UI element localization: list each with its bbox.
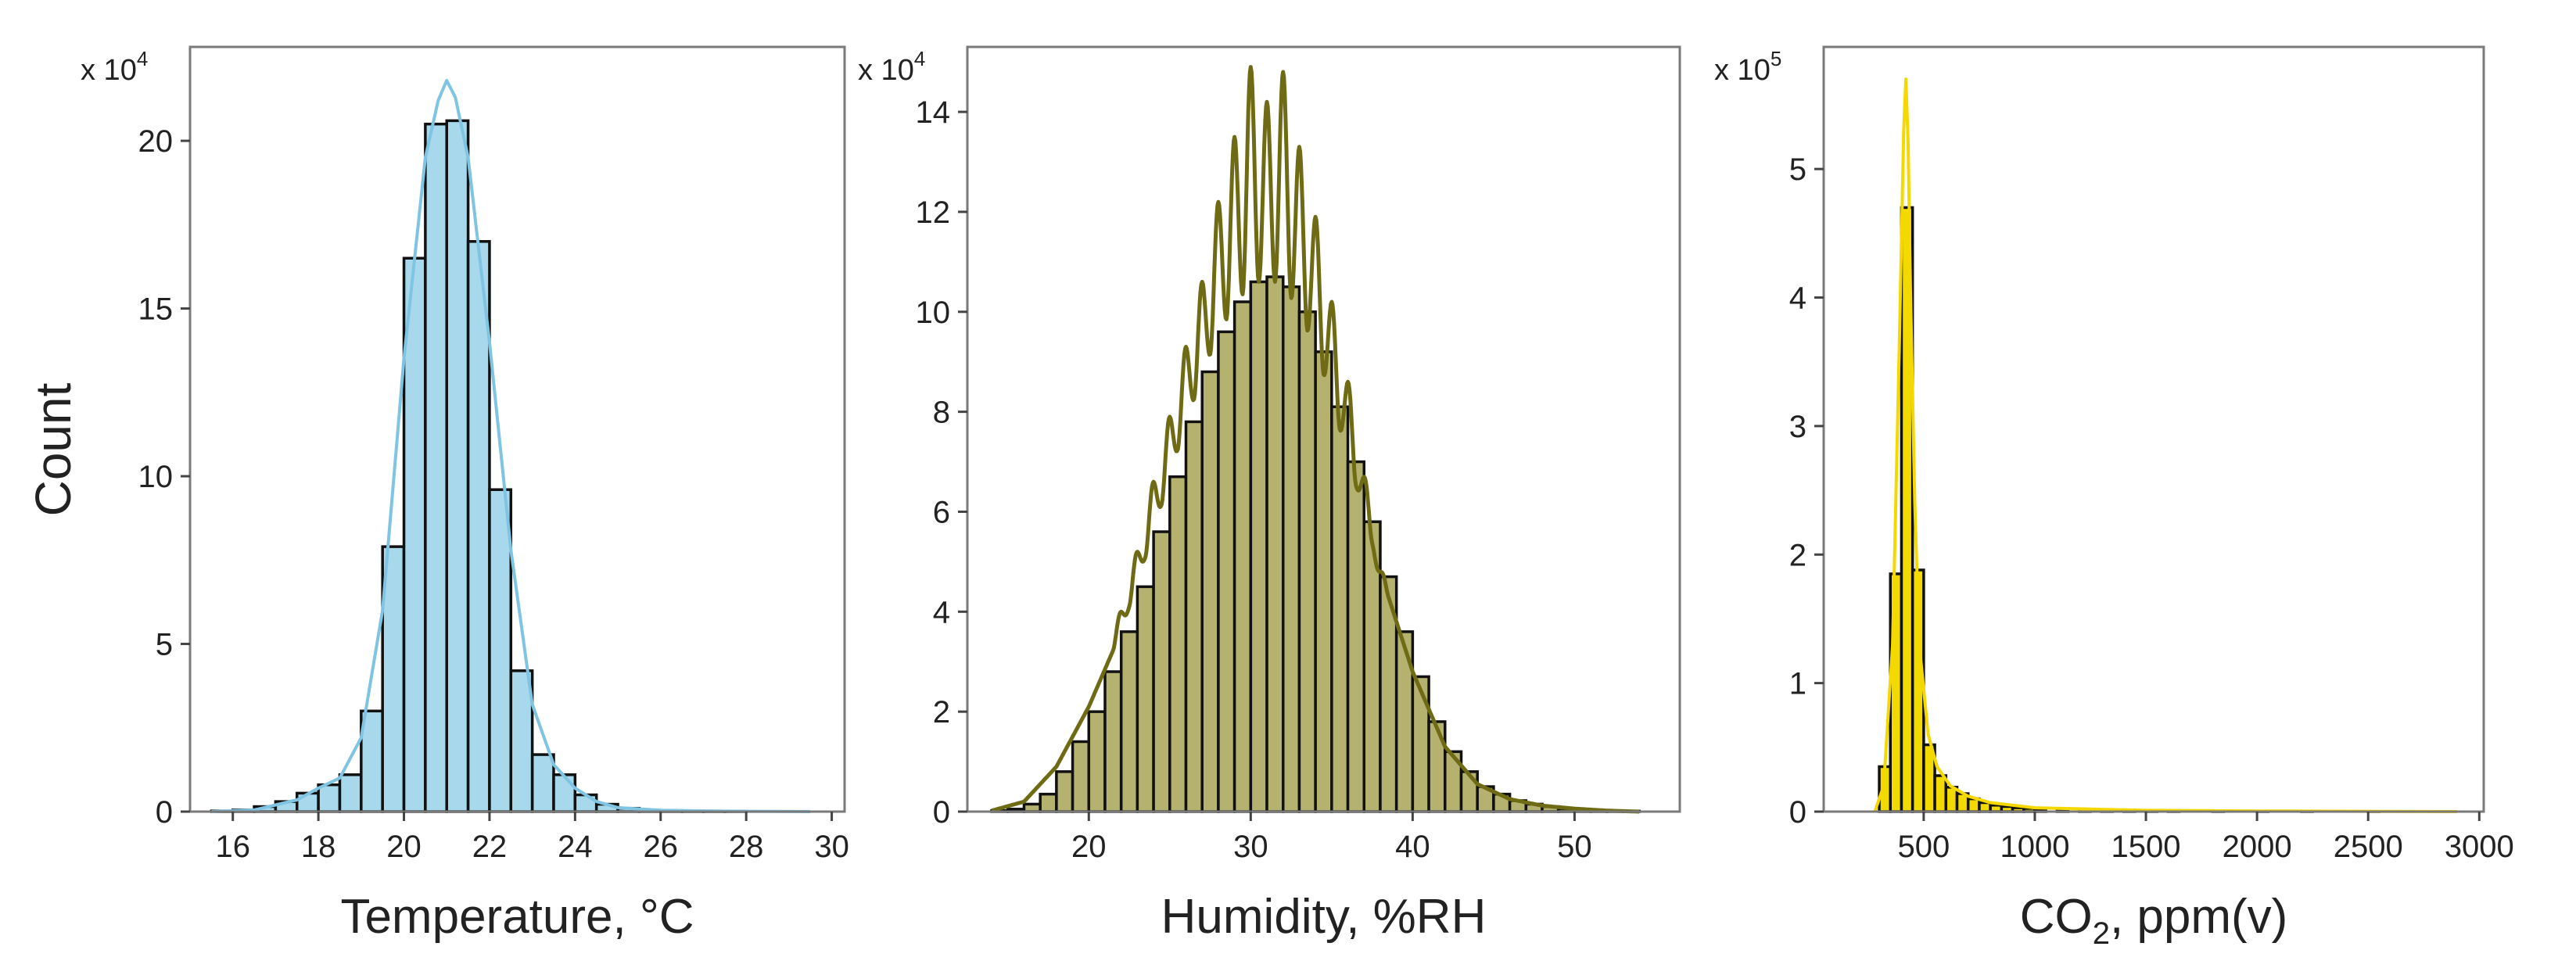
temperature-kde-line xyxy=(211,78,811,813)
co2-bar xyxy=(1978,801,1992,813)
humidity-axes-frame xyxy=(966,45,1681,813)
temperature-x-tick-label: 28 xyxy=(729,830,764,864)
co2-y-tick-label: 2 xyxy=(1789,538,1806,572)
humidity-bar xyxy=(1200,370,1220,813)
humidity-bar xyxy=(1314,350,1333,813)
temperature-bar xyxy=(360,709,384,813)
co2-x-tick-label: 1500 xyxy=(2111,830,2181,864)
co2-x-tick-label: 500 xyxy=(1898,830,1950,864)
humidity-x-tick-label: 30 xyxy=(1233,830,1268,864)
temperature-bar xyxy=(552,773,577,813)
humidity-y-tick-label: 10 xyxy=(916,296,951,330)
temperature-y-tick-label: 20 xyxy=(138,124,174,159)
temperature-bar xyxy=(445,119,470,813)
humidity-bar xyxy=(1265,275,1285,813)
temperature-bar xyxy=(424,122,448,813)
humidity-y-tick-label: 12 xyxy=(916,195,951,230)
humidity-bar xyxy=(1168,475,1188,813)
co2-x-axis-label: CO2, ppm(v) xyxy=(2020,890,2288,951)
humidity-bar xyxy=(1346,460,1366,813)
temperature-x-tick-label: 22 xyxy=(472,830,508,864)
temperature-y-tick-label: 10 xyxy=(138,460,174,494)
humidity-bar xyxy=(1427,720,1447,813)
humidity-bar xyxy=(1039,792,1058,813)
co2-bar xyxy=(1944,786,1959,813)
temperature-y-multiplier: x 104 xyxy=(81,47,148,87)
humidity-y-tick-label: 4 xyxy=(933,595,950,629)
humidity-bar xyxy=(1232,300,1253,813)
co2-bar xyxy=(1933,774,1948,813)
humidity-bar xyxy=(1152,530,1171,813)
co2-x-tick-label: 3000 xyxy=(2445,830,2514,864)
co2-kde-line xyxy=(1873,77,2457,813)
temperature-x-tick-label: 16 xyxy=(215,830,250,864)
temperature-y-tick-label: 15 xyxy=(138,292,174,327)
temperature-histogram-panel: 16 18 20 22 24 26 28 30 0 5 10 15 20 x 104 Temperature… xyxy=(81,45,849,944)
temperature-x-axis-label: Temperature, °C xyxy=(340,890,694,944)
humidity-bar xyxy=(1071,740,1091,813)
humidity-x-tick-label: 50 xyxy=(1557,830,1592,864)
humidity-bar xyxy=(1136,585,1155,813)
humidity-bar xyxy=(1087,710,1107,813)
temperature-bar xyxy=(488,488,513,813)
co2-x-tick-label: 2000 xyxy=(2223,830,2292,864)
temperature-y-tick-label: 5 xyxy=(156,628,173,662)
humidity-bar xyxy=(1281,285,1301,813)
humidity-y-tick-label: 0 xyxy=(933,795,950,830)
humidity-y-tick-label: 6 xyxy=(933,495,950,529)
humidity-bar xyxy=(1103,670,1123,813)
temperature-bar xyxy=(338,773,363,813)
temperature-bar xyxy=(317,783,342,813)
humidity-bar xyxy=(1297,310,1317,813)
humidity-y-multiplier: x 104 xyxy=(858,47,925,87)
temperature-axes-frame xyxy=(188,45,846,813)
co2-histogram-panel: 500 1000 1500 2000 2500 3000 0 1 2 3 4 5 x 105 CO2, p… xyxy=(1714,45,2514,951)
co2-axes-frame xyxy=(1822,45,2485,813)
temperature-x-tick-label: 30 xyxy=(814,830,849,864)
humidity-bar xyxy=(1330,405,1350,813)
co2-y-multiplier: x 105 xyxy=(1714,47,1781,87)
shared-y-axis-label: Count xyxy=(25,382,81,516)
humidity-bar xyxy=(1249,280,1268,813)
co2-y-tick-label: 3 xyxy=(1789,410,1806,444)
temperature-y-tick-label: 0 xyxy=(156,795,173,830)
co2-x-tick-label: 1000 xyxy=(2000,830,2069,864)
humidity-y-tick-label: 2 xyxy=(933,695,950,730)
temperature-bar xyxy=(530,753,555,813)
humidity-bar xyxy=(1217,330,1236,813)
humidity-histogram-panel: 20 30 40 50 0 2 4 6 8 10 12 14 x 104 Humidity, %RH xyxy=(858,45,1681,944)
humidity-x-tick-label: 20 xyxy=(1071,830,1107,864)
humidity-x-axis-label: Humidity, %RH xyxy=(1161,890,1487,944)
temperature-bar xyxy=(296,791,320,813)
co2-y-tick-label: 0 xyxy=(1789,795,1806,830)
co2-bar xyxy=(1966,797,1981,813)
humidity-bar xyxy=(1184,420,1204,813)
humidity-y-tick-label: 14 xyxy=(916,95,951,130)
humidity-bar xyxy=(1119,630,1139,813)
humidity-bar xyxy=(1055,770,1075,813)
co2-y-tick-label: 5 xyxy=(1789,152,1806,187)
humidity-kde-line xyxy=(990,65,1641,814)
temperature-bar xyxy=(573,793,598,813)
temperature-x-tick-label: 26 xyxy=(644,830,679,864)
co2-y-tick-label: 1 xyxy=(1789,667,1806,701)
temperature-x-tick-label: 20 xyxy=(386,830,422,864)
co2-x-tick-label: 2500 xyxy=(2334,830,2403,864)
humidity-y-tick-label: 8 xyxy=(933,396,950,430)
co2-y-tick-label: 4 xyxy=(1789,281,1806,316)
temperature-x-tick-label: 24 xyxy=(558,830,593,864)
humidity-bar xyxy=(1411,675,1430,813)
humidity-x-tick-label: 40 xyxy=(1395,830,1430,864)
temperature-x-tick-label: 18 xyxy=(301,830,336,864)
